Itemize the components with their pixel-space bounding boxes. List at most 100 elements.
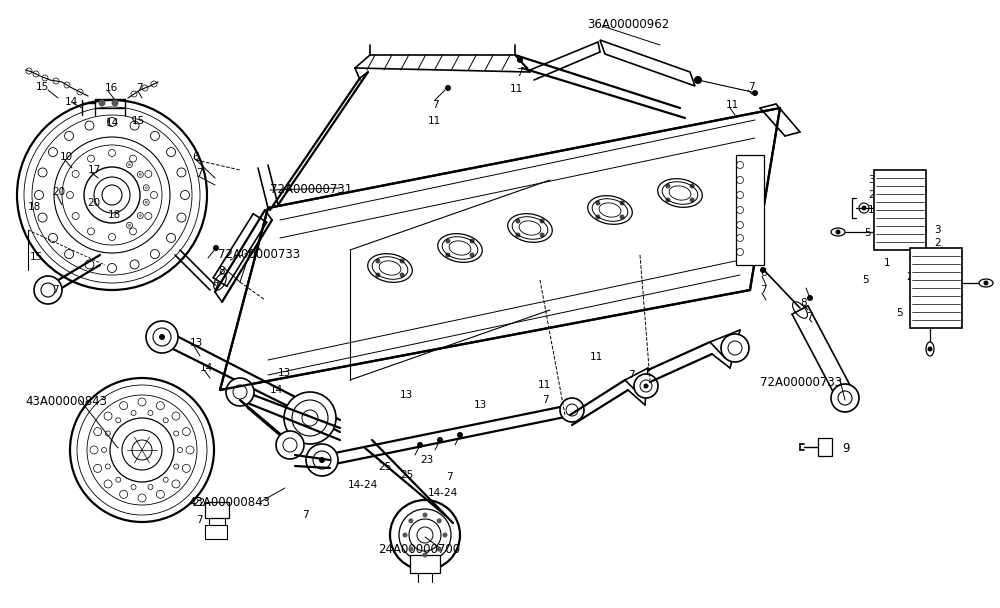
Bar [874, 170, 926, 250]
Text: 15: 15 [36, 82, 49, 92]
Circle shape [878, 241, 883, 246]
Text: 11: 11 [726, 100, 739, 110]
Circle shape [918, 176, 922, 181]
Text: 7: 7 [196, 168, 203, 178]
Text: 11: 11 [590, 352, 603, 362]
Text: 15: 15 [132, 116, 145, 126]
Text: 43A00000843: 43A00000843 [188, 496, 270, 509]
Circle shape [445, 85, 451, 91]
Circle shape [139, 214, 142, 217]
Text: 20: 20 [87, 198, 100, 208]
Text: 22: 22 [192, 498, 205, 508]
Text: 18: 18 [28, 202, 41, 212]
Circle shape [690, 198, 695, 202]
Circle shape [878, 188, 883, 193]
Circle shape [408, 547, 413, 551]
Circle shape [422, 513, 428, 517]
Circle shape [918, 215, 922, 219]
Circle shape [445, 238, 450, 243]
Circle shape [417, 442, 423, 448]
Text: 18: 18 [108, 210, 121, 220]
Circle shape [146, 321, 178, 353]
Text: 1: 1 [884, 258, 891, 268]
Circle shape [665, 184, 670, 188]
Text: 11: 11 [428, 116, 441, 126]
Circle shape [958, 319, 962, 323]
Circle shape [139, 173, 142, 176]
Text: 11: 11 [510, 84, 523, 94]
Text: 72A00000733: 72A00000733 [760, 376, 842, 389]
Text: 7: 7 [542, 395, 549, 405]
Text: 6: 6 [192, 152, 199, 162]
Circle shape [442, 533, 448, 537]
Bar [736, 155, 764, 265]
Text: 3: 3 [934, 225, 941, 235]
Circle shape [831, 384, 859, 412]
Circle shape [34, 276, 62, 304]
Circle shape [595, 215, 600, 219]
Circle shape [914, 280, 918, 285]
Text: 23: 23 [420, 455, 433, 465]
Circle shape [375, 258, 380, 263]
Text: 7: 7 [432, 100, 439, 110]
Polygon shape [220, 108, 780, 390]
Circle shape [515, 218, 520, 224]
Text: 7: 7 [196, 515, 203, 525]
Circle shape [517, 57, 523, 63]
Text: 72A00000733: 72A00000733 [218, 248, 300, 261]
Circle shape [914, 305, 918, 311]
Circle shape [958, 254, 962, 258]
Bar [205, 525, 227, 539]
Circle shape [595, 201, 600, 206]
Bar [410, 555, 440, 573]
Circle shape [540, 218, 545, 224]
Text: 72A00000731: 72A00000731 [270, 183, 352, 196]
Circle shape [284, 392, 336, 444]
Circle shape [560, 398, 584, 422]
Text: 14: 14 [200, 363, 213, 373]
Circle shape [470, 252, 475, 258]
Circle shape [422, 553, 428, 558]
Text: 11: 11 [538, 380, 551, 390]
Ellipse shape [831, 228, 845, 236]
Circle shape [914, 266, 918, 272]
Text: 36A00000962: 36A00000962 [587, 18, 669, 31]
Bar [818, 438, 832, 456]
Text: 14-24: 14-24 [348, 480, 378, 490]
Circle shape [213, 245, 219, 251]
Text: 2: 2 [934, 238, 941, 248]
Circle shape [721, 334, 749, 362]
Circle shape [958, 292, 962, 297]
Circle shape [145, 201, 148, 204]
Circle shape [760, 267, 766, 273]
Text: 7: 7 [302, 510, 309, 520]
Circle shape [375, 272, 380, 277]
Text: 14-24: 14-24 [428, 488, 458, 498]
Text: 3: 3 [868, 175, 875, 185]
Circle shape [306, 444, 338, 476]
Text: 8: 8 [218, 266, 225, 276]
Circle shape [437, 437, 443, 443]
Text: 10: 10 [60, 152, 73, 162]
Text: 13: 13 [400, 390, 413, 400]
Circle shape [958, 266, 962, 272]
Text: 7: 7 [52, 285, 59, 295]
Text: 17: 17 [88, 165, 101, 175]
Circle shape [159, 334, 165, 340]
Circle shape [98, 100, 106, 106]
Circle shape [914, 254, 918, 258]
Text: 13: 13 [190, 338, 203, 348]
Text: 20: 20 [52, 187, 65, 197]
Circle shape [276, 431, 304, 459]
Circle shape [402, 533, 408, 537]
Text: 4: 4 [936, 252, 943, 262]
Circle shape [878, 227, 883, 232]
Circle shape [620, 201, 625, 206]
Circle shape [752, 90, 758, 96]
Circle shape [457, 432, 463, 438]
Text: 14: 14 [270, 385, 283, 395]
Circle shape [634, 374, 658, 398]
Text: 25: 25 [378, 462, 391, 472]
Text: 5: 5 [862, 275, 869, 285]
Circle shape [400, 258, 405, 263]
